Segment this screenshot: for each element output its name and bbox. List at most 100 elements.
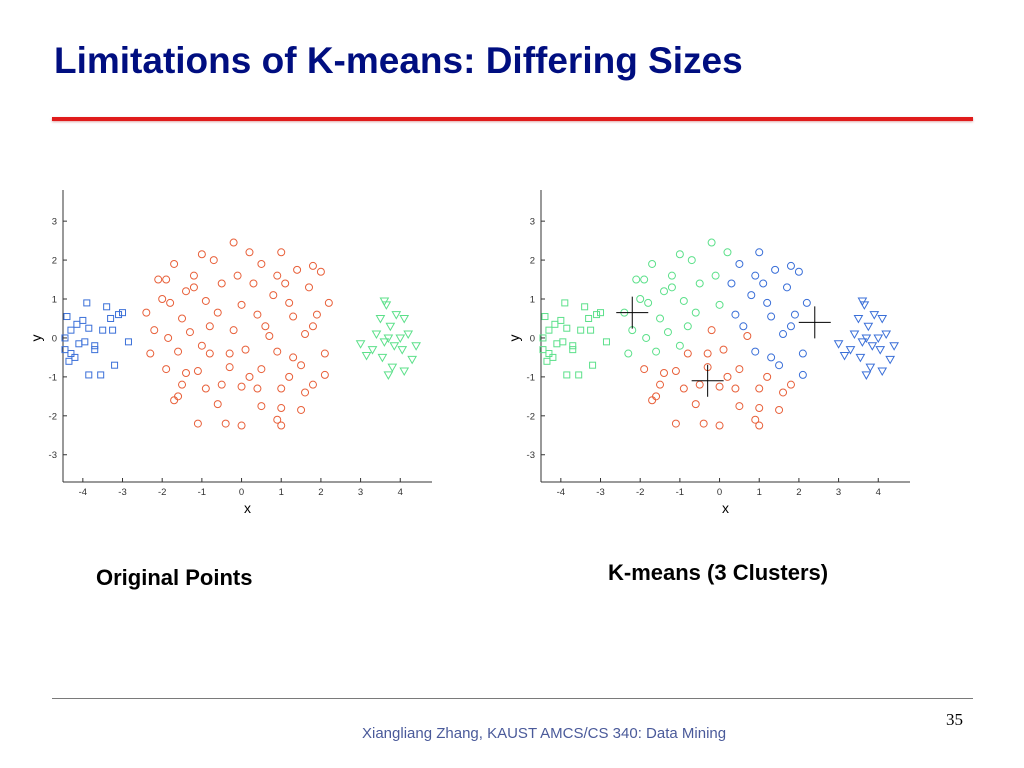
data-point-circle bbox=[324, 298, 333, 307]
data-point-square bbox=[563, 324, 571, 332]
data-point-square bbox=[115, 311, 123, 319]
data-point-square bbox=[545, 326, 553, 334]
data-point-circle bbox=[245, 372, 254, 381]
data-point-circle bbox=[301, 330, 310, 339]
data-point-circle bbox=[735, 259, 744, 268]
data-point-square bbox=[581, 303, 589, 311]
data-point-square bbox=[81, 338, 89, 346]
data-point-square bbox=[83, 299, 91, 307]
data-point-circle bbox=[727, 279, 736, 288]
data-point-circle bbox=[308, 380, 317, 389]
x-tick-label: 4 bbox=[398, 487, 403, 498]
y-tick-label: -1 bbox=[527, 372, 535, 383]
y-tick-label: 3 bbox=[530, 217, 535, 228]
data-point-circle bbox=[755, 421, 764, 430]
data-point-square bbox=[67, 350, 75, 358]
data-point-square bbox=[71, 353, 79, 361]
data-point-triangle bbox=[877, 314, 888, 324]
data-point-circle bbox=[648, 396, 657, 405]
x-tick-label: -1 bbox=[198, 487, 206, 498]
x-tick-label: 1 bbox=[279, 487, 284, 498]
y-tick-label: 2 bbox=[52, 256, 57, 267]
data-point-circle bbox=[217, 279, 226, 288]
data-point-circle bbox=[695, 279, 704, 288]
y-tick-label: 1 bbox=[52, 295, 57, 306]
data-point-circle bbox=[767, 353, 776, 362]
data-point-circle bbox=[703, 349, 712, 358]
data-point-circle bbox=[249, 279, 258, 288]
data-point-circle bbox=[763, 298, 772, 307]
data-point-triangle bbox=[833, 340, 844, 349]
data-point-circle bbox=[320, 370, 329, 379]
data-point-circle bbox=[273, 271, 282, 280]
data-point-circle bbox=[671, 367, 680, 376]
y-tick-label: 0 bbox=[52, 333, 57, 344]
data-point-circle bbox=[162, 365, 171, 374]
y-tick-label: -2 bbox=[49, 411, 57, 422]
data-point-circle bbox=[636, 295, 645, 304]
data-point-square bbox=[585, 314, 593, 322]
data-point-triangle bbox=[885, 355, 896, 365]
x-axis-label: x bbox=[722, 500, 729, 516]
data-point-circle bbox=[735, 365, 744, 374]
data-point-circle bbox=[241, 345, 250, 354]
data-point-circle bbox=[174, 392, 183, 401]
data-point-triangle bbox=[361, 351, 372, 361]
data-point-circle bbox=[747, 291, 756, 300]
data-point-circle bbox=[189, 271, 198, 280]
data-point-circle bbox=[644, 298, 653, 307]
data-point-square bbox=[602, 338, 610, 346]
data-point-circle bbox=[656, 314, 665, 323]
data-point-triangle bbox=[863, 322, 874, 332]
data-point-circle bbox=[154, 275, 163, 284]
y-tick-label: 0 bbox=[530, 333, 535, 344]
data-point-circle bbox=[660, 368, 668, 377]
data-point-circle bbox=[257, 259, 266, 268]
data-point-circle bbox=[277, 404, 286, 413]
x-tick-label: -4 bbox=[557, 487, 565, 498]
slide-title: Limitations of K-means: Differing Sizes bbox=[54, 40, 743, 81]
data-point-square bbox=[563, 371, 571, 379]
data-point-circle bbox=[281, 279, 290, 288]
data-point-triangle bbox=[395, 334, 406, 343]
data-point-circle bbox=[289, 353, 298, 362]
scatter-plot-original-points: -4 -3 -2 -1 0 1 2 3 4 3 2 1 0 -1 -2 -3 x y bbox=[28, 190, 432, 516]
data-point-circle bbox=[711, 271, 720, 280]
y-tick-label: 1 bbox=[530, 295, 535, 306]
data-point-circle bbox=[225, 349, 234, 358]
data-point-circle bbox=[775, 405, 784, 414]
data-point-square bbox=[85, 324, 93, 332]
data-point-circle bbox=[285, 372, 294, 381]
x-tick-label: 3 bbox=[836, 487, 841, 498]
data-point-square bbox=[107, 314, 115, 322]
data-point-triangle bbox=[387, 363, 398, 373]
data-point-circle bbox=[150, 326, 159, 335]
data-point-circle bbox=[257, 365, 266, 374]
x-tick-label: 1 bbox=[757, 487, 762, 498]
data-point-circle bbox=[798, 370, 807, 379]
data-point-square bbox=[539, 346, 547, 354]
data-point-triangle bbox=[873, 334, 884, 343]
data-point-circle bbox=[301, 388, 310, 397]
data-point-circle bbox=[648, 259, 657, 268]
data-point-square bbox=[543, 357, 551, 365]
data-point-circle bbox=[205, 349, 214, 358]
data-point-square bbox=[73, 320, 81, 328]
data-point-circle bbox=[273, 347, 282, 356]
data-point-triangle bbox=[861, 371, 872, 380]
data-point-circle bbox=[277, 384, 286, 393]
data-point-circle bbox=[731, 310, 740, 319]
data-point-triangle bbox=[849, 330, 860, 340]
x-tick-label: 2 bbox=[318, 487, 323, 498]
data-point-square bbox=[63, 313, 71, 321]
data-point-circle bbox=[229, 326, 238, 335]
data-point-circle bbox=[213, 400, 222, 409]
data-point-triangle bbox=[877, 367, 888, 377]
data-point-circle bbox=[723, 248, 732, 257]
data-point-circle bbox=[735, 402, 744, 411]
data-point-circle bbox=[751, 347, 760, 356]
data-point-circle bbox=[182, 287, 190, 296]
x-tick-label: -4 bbox=[79, 487, 87, 498]
data-point-square bbox=[549, 353, 557, 361]
data-point-triangle bbox=[389, 342, 400, 351]
